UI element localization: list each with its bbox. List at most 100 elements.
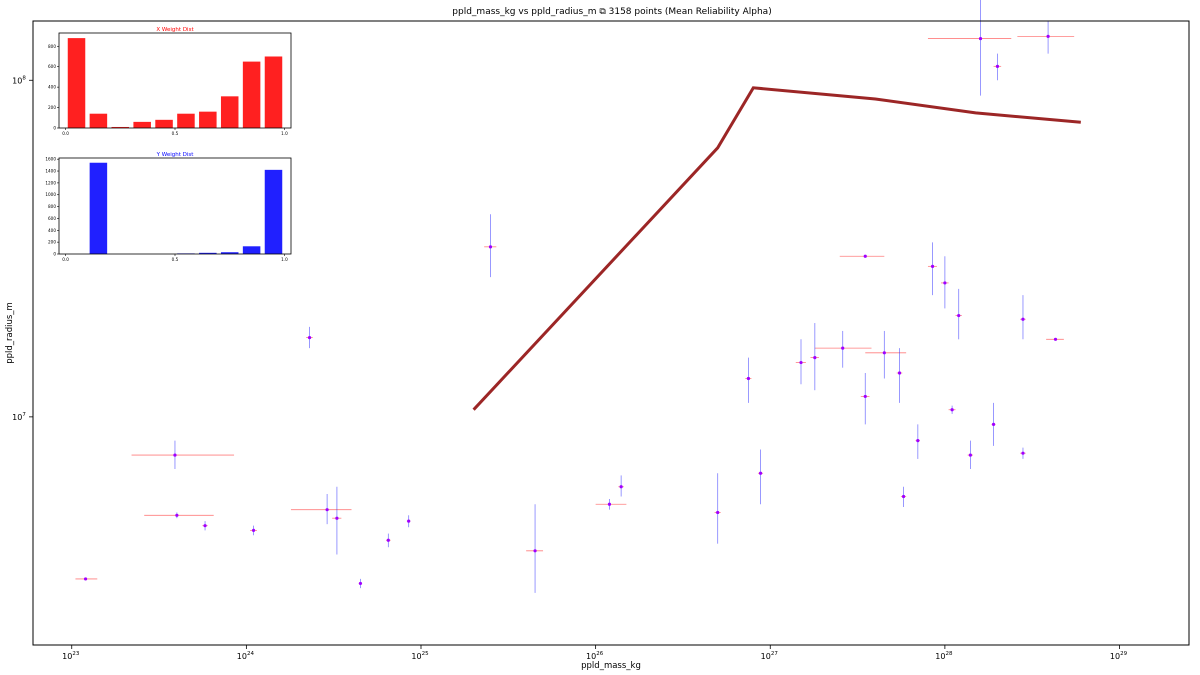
data-point-17	[1017, 21, 1075, 54]
data-point-37	[915, 424, 920, 459]
data-point-23	[967, 440, 974, 470]
inset-x-bar-6	[177, 113, 195, 128]
inset-y-bar-2	[89, 162, 108, 254]
inset-x-y-tick-label-4: 600	[48, 64, 56, 69]
data-point-13	[526, 504, 544, 593]
point-marker	[943, 281, 947, 285]
inset-x-bar-2	[89, 113, 108, 128]
inset-x-y-tick-label-5: 800	[48, 44, 56, 49]
data-point-16	[927, 0, 1012, 96]
inset-x-y-tick-label-1: 0	[53, 126, 56, 131]
data-point-19	[1046, 337, 1064, 341]
point-marker	[897, 371, 902, 375]
data-point-33	[896, 348, 903, 403]
inset-x-bar-5	[155, 119, 173, 128]
inset-y-x-tick-label-1: 0.0	[62, 257, 69, 262]
x-tick-label-7: 1029	[1110, 651, 1128, 661]
main-chart-title: ppld_mass_kg vs ppld_radius_m ⧉ 3158 poi…	[452, 7, 771, 17]
inset-y-bar-9	[242, 246, 261, 254]
data-point-18	[993, 53, 1002, 81]
data-point-22	[1020, 447, 1026, 459]
inset-y-title: Y Weight Dist	[156, 152, 195, 158]
inset-x-bar-9	[242, 61, 261, 128]
point-marker	[251, 528, 256, 532]
point-marker	[358, 581, 363, 586]
x-tick-label-6: 1028	[935, 651, 953, 661]
data-point-15	[714, 473, 721, 544]
point-marker	[716, 510, 720, 515]
inset-x-bar-4	[133, 121, 151, 128]
data-point-12	[484, 214, 497, 278]
point-marker	[968, 453, 972, 457]
point-marker	[930, 264, 935, 268]
data-point-8	[332, 486, 342, 555]
inset-y-y-tick-label-1: 0	[53, 252, 56, 257]
inset-x-ticks: 0.0 0.5 1.0 0 200 400 600 800	[48, 44, 288, 136]
inset-y-y-tick-label-6: 1000	[45, 192, 56, 197]
inset-x-bar-3	[111, 126, 130, 128]
inset-x-y-tick-label-2: 200	[48, 105, 56, 110]
inset-y-y-tick-label-8: 1400	[45, 169, 56, 174]
point-marker	[1021, 317, 1025, 321]
point-marker	[813, 355, 817, 360]
point-marker	[1046, 34, 1050, 39]
point-marker	[83, 577, 88, 581]
data-point-11	[406, 515, 411, 528]
data-point-6	[306, 326, 313, 349]
point-marker	[407, 519, 411, 523]
main-marks	[75, 0, 1081, 593]
point-marker	[799, 360, 803, 365]
point-marker	[335, 516, 339, 520]
data-point-36	[745, 357, 752, 403]
point-marker	[950, 408, 954, 412]
data-point-2	[131, 440, 235, 470]
x-tick-label-5: 1027	[761, 651, 779, 661]
data-point-28	[814, 330, 872, 368]
data-point-21	[1020, 295, 1026, 340]
x-tick-label-2: 1024	[237, 651, 255, 661]
inset-x-y-tick-label-3: 400	[48, 85, 56, 90]
inset-y-y-tick-label-7: 1200	[45, 180, 56, 185]
data-point-31	[940, 256, 949, 309]
data-point-4	[202, 521, 208, 531]
point-marker	[533, 549, 537, 553]
point-marker	[325, 508, 329, 512]
data-point-24	[991, 402, 996, 446]
x-tick-label-4: 1026	[586, 651, 604, 661]
data-point-29	[810, 323, 819, 391]
main-y-ticks: 107 108	[12, 75, 33, 422]
inset-x-x-tick-label-1: 0.0	[62, 131, 69, 136]
inset-y-y-tick-label-9: 1600	[45, 157, 56, 162]
data-point-38	[618, 475, 624, 497]
data-point-34	[860, 372, 870, 425]
inset-x-weight-dist: X Weight Dist 0.0 0.5 1.0 0 200 400 600 800	[48, 27, 292, 136]
inset-x-bar-10	[264, 56, 283, 128]
data-point-5	[250, 525, 257, 536]
inset-y-y-tick-label-4: 600	[48, 216, 56, 221]
inset-x-bars	[67, 38, 283, 128]
point-marker	[386, 538, 390, 542]
main-axes: ppld_mass_kg vs ppld_radius_m ⧉ 3158 poi…	[5, 0, 1190, 671]
inset-y-x-tick-label-2: 0.5	[172, 257, 179, 262]
point-marker	[916, 439, 920, 443]
point-marker	[758, 471, 763, 475]
point-marker	[901, 494, 906, 499]
point-marker	[175, 513, 179, 517]
point-marker	[978, 36, 983, 41]
inset-y-x-tick-label-3: 1.0	[281, 257, 288, 262]
data-point-1	[75, 577, 98, 581]
inset-x-bar-7	[199, 111, 217, 128]
point-marker	[863, 254, 867, 258]
inset-y-ticks: 0.0 0.5 1.0 0 200 400 600 800 1000 1200 1400 1600	[45, 157, 288, 262]
inset-y-bar-8	[220, 252, 239, 254]
inset-x-title: X Weight Dist	[156, 27, 194, 33]
data-point-20	[955, 288, 962, 340]
point-marker	[173, 453, 177, 457]
inset-y-y-tick-label-2: 200	[48, 240, 56, 245]
data-point-27	[839, 254, 885, 258]
x-tick-label-3: 1025	[411, 651, 429, 661]
data-point-32	[927, 242, 937, 296]
trend-line	[472, 86, 1081, 411]
point-marker	[995, 64, 1000, 68]
